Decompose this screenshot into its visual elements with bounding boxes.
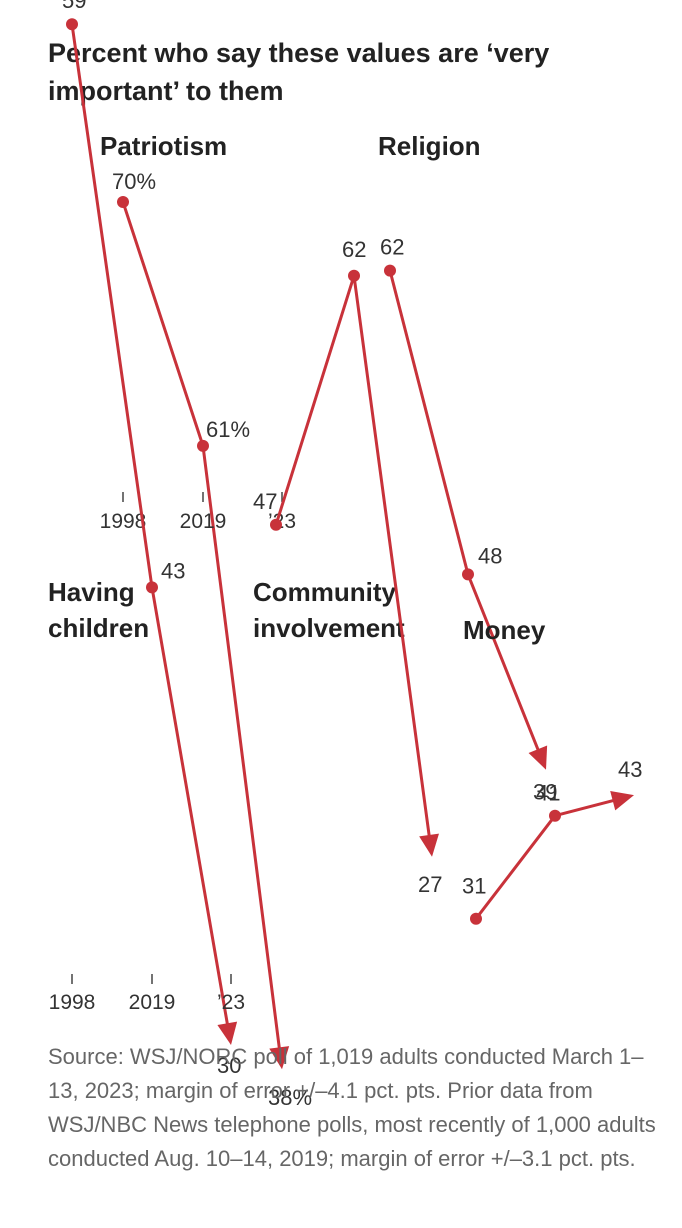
money-title-line-1: Money [463, 615, 546, 645]
having-children-arrowhead [217, 1021, 238, 1045]
patriotism-title-line-1: Patriotism [100, 131, 227, 161]
having-children-x-tick-label: 2019 [129, 991, 176, 1014]
community-involvement-title-line-1: Community [253, 577, 397, 607]
patriotism-data-label: 61% [206, 417, 250, 442]
community-involvement-data-label: 62 [342, 237, 366, 262]
community-involvement-data-label: 47 [253, 489, 277, 514]
community-involvement-data-label: 27 [418, 872, 442, 897]
having-children-point [146, 581, 158, 594]
community-involvement-arrowhead [419, 833, 439, 857]
having-children-title-line-2: children [48, 613, 149, 643]
patriotism-line-segment [121, 200, 205, 448]
having-children-line-segment [70, 22, 154, 589]
having-children-title-line-1: Having [48, 577, 135, 607]
religion-line-segment [466, 572, 541, 755]
chart-title: Percent who say these values are ‘very i… [48, 38, 550, 106]
patriotism-data-label: 38% [268, 1085, 312, 1110]
having-children-data-label: 43 [161, 558, 185, 583]
having-children-data-label: 30 [217, 1053, 241, 1078]
money-data-label: 41 [536, 781, 560, 806]
having-children-point [66, 18, 78, 31]
patriotism-x-tick-label: 1998 [100, 510, 147, 533]
community-involvement-line-segment [352, 274, 432, 841]
source-note: Source: WSJ/NORC poll of 1,019 adults co… [48, 1044, 656, 1171]
community-involvement-point [348, 269, 360, 282]
religion-data-label: 39 [533, 780, 557, 805]
money-line-segment [553, 798, 619, 818]
religion-arrowhead [528, 745, 548, 770]
money-arrowhead [610, 790, 634, 811]
patriotism-line-segment [201, 444, 282, 1053]
money-point [470, 912, 482, 925]
community-involvement-title-line-2: involvement [253, 613, 405, 643]
community-involvement-point [270, 518, 282, 531]
religion-title-line-1: Religion [378, 131, 481, 161]
religion-line-segment [388, 269, 470, 576]
patriotism-point [197, 439, 209, 452]
religion-point [462, 568, 474, 581]
money-data-label: 31 [462, 874, 486, 899]
patriotism-x-tick-label: 2019 [180, 510, 227, 533]
having-children-x-tick-label: ’23 [217, 991, 245, 1014]
religion-point [384, 264, 396, 277]
patriotism-point [117, 196, 129, 208]
money-line-segment [474, 814, 557, 921]
community-involvement-line-segment [274, 274, 356, 527]
patriotism-arrowhead [269, 1046, 290, 1070]
religion-data-label: 62 [380, 235, 404, 260]
religion-data-label: 48 [478, 543, 502, 568]
patriotism-data-label: 70% [112, 169, 156, 194]
having-children-data-label: 59 [62, 0, 86, 13]
money-data-label: 43 [618, 757, 642, 782]
having-children-line-segment [150, 585, 230, 1029]
having-children-x-tick-label: 1998 [49, 991, 96, 1014]
money-point [549, 809, 561, 822]
